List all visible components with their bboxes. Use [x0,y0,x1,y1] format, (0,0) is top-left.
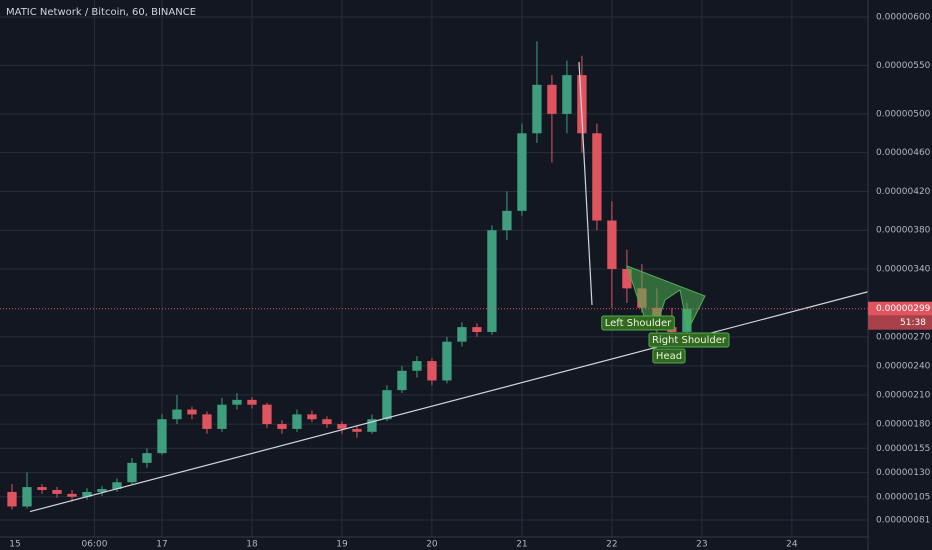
candle-body [622,268,632,289]
candle-body [442,341,452,381]
candle-body [112,482,122,490]
candle-body [52,489,62,494]
x-tick-label: 15 [9,540,20,550]
x-tick-label: 24 [786,540,798,550]
annotation-label: Head [656,351,682,362]
y-tick-label: 0.00000460 [876,148,931,158]
candle-body [472,327,482,332]
annotation-label: Left Shoulder [605,318,672,329]
annotation-box [648,332,730,348]
candle-body [187,409,197,415]
candle-body [82,491,92,497]
chart-title: MATIC Network / Bitcoin, 60, BINANCE [6,7,196,18]
x-tick-label: 19 [336,540,348,550]
trendline [29,291,869,513]
annotation: Head [652,348,686,364]
y-tick-label: 0.00000155 [876,444,930,454]
candle-body [532,84,542,134]
candle-body [382,390,392,420]
candle-body [262,404,272,425]
candle-body [247,399,257,405]
candle-body [577,75,587,134]
candle-body [157,419,167,454]
candle-body [562,75,572,114]
candle-body [142,453,152,463]
candle-body [397,370,407,391]
annotation-box [652,348,686,364]
y-tick-label: 0.00000240 [876,361,931,371]
x-tick-label: 18 [246,540,258,550]
candle-body [517,133,527,211]
candle-body [457,327,467,342]
candle-body [547,84,557,114]
candle-body [592,133,602,221]
annotation-label: Right Shoulder [652,335,727,346]
y-tick-label: 0.00000600 [876,12,931,22]
candle-body [67,493,77,497]
candle-body [412,361,422,371]
y-tick-label: 0.00000380 [876,226,931,236]
y-tick-label: 0.00000500 [876,109,931,119]
y-tick-label: 0.00000180 [876,420,931,430]
overlays: Left Shoulder Right Shoulder Head [0,291,869,513]
candle-body [307,414,317,420]
candle-body [607,220,617,269]
candle-body [37,487,47,490]
candle-body [337,424,347,429]
candle-body [97,489,107,492]
y-tick-label: 0.00000340 [876,264,931,274]
annotation: Left Shoulder [601,315,675,331]
countdown-box [868,315,932,330]
candle-body [202,414,212,429]
candle-body [487,230,497,332]
x-tick-label: 23 [696,540,707,550]
candle-body [7,491,17,507]
y-tick-label: 0.00000210 [876,390,931,400]
x-tick-label: 20 [426,540,438,550]
candle-body [172,409,182,420]
last-price-box [868,301,932,316]
candle-body [367,419,377,432]
y-tick-label: 0.00000550 [876,61,931,71]
y-tick-label: 0.00000270 [876,332,931,342]
candle-body [127,462,137,483]
candle-body [22,487,32,507]
countdown-label: 51:38 [900,318,926,328]
y-tick-label: 0.00000105 [876,492,930,502]
candle-body [427,361,437,381]
candle-body [232,399,242,405]
candle-body [352,428,362,432]
candle-body [277,424,287,429]
pattern-shape [626,265,706,332]
candle-body [322,419,332,425]
x-tick-label: 06:00 [82,540,108,550]
candle-body [502,210,512,231]
x-tick-label: 21 [516,540,527,550]
y-tick-label: 0.00000130 [876,468,931,478]
y-tick-label: 0.00000420 [876,187,931,197]
annotation-box [601,315,675,331]
candle-body [217,404,227,429]
annotation: Right Shoulder [648,332,730,348]
drawn-line [578,61,593,306]
candle-body [292,414,302,429]
x-tick-label: 22 [606,540,617,550]
last-price-label: 0.00000299 [876,304,931,314]
x-tick-label: 17 [156,540,167,550]
y-tick-label: 0.00000081 [876,516,930,526]
